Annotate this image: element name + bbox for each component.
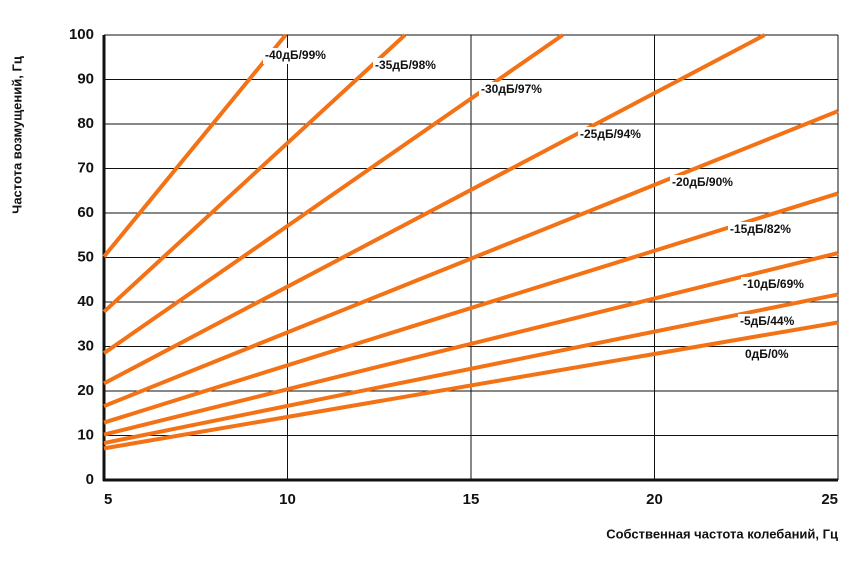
series-line: [103, 292, 839, 446]
y-tick-label: 60: [77, 204, 94, 221]
y-tick-label: 40: [77, 293, 94, 310]
label-bg: [743, 347, 791, 363]
series-label: -25дБ/94%: [580, 127, 641, 141]
series-label: -30дБ/97%: [481, 82, 542, 96]
x-tick-label: 15: [463, 491, 480, 508]
y-tick-label: 70: [77, 159, 94, 176]
label-bg: [263, 48, 329, 64]
series-line: [102, 33, 407, 314]
series-label: -10дБ/69%: [743, 277, 804, 291]
y-tick-label: 80: [77, 115, 94, 132]
label-bg: [479, 82, 545, 98]
label-bg: [373, 58, 439, 74]
y-axis-title: Частота возмущений, Гц: [9, 56, 24, 214]
series-label: -40дБ/99%: [265, 48, 326, 62]
series-label: 0дБ/0%: [745, 347, 789, 361]
series-label: -35дБ/98%: [375, 58, 436, 72]
y-tick-label: 10: [77, 426, 94, 443]
x-tick-label: 5: [104, 491, 112, 508]
series-line: [103, 33, 766, 386]
y-tick-label: 50: [77, 248, 94, 265]
series-label: -15дБ/82%: [730, 222, 791, 236]
series-line: [103, 320, 839, 451]
series-line: [103, 109, 839, 408]
series-label: -5дБ/44%: [740, 314, 795, 328]
label-bg: [578, 127, 644, 143]
series-line: [103, 251, 839, 437]
series-line: [103, 191, 839, 425]
x-axis-title: Собственная частота колебаний, Гц: [606, 526, 838, 541]
label-bg: [741, 277, 807, 293]
y-tick-label: 90: [77, 70, 94, 87]
x-tick-label: 10: [279, 491, 296, 508]
series-line: [102, 33, 288, 258]
y-tick-label: 100: [69, 26, 94, 43]
label-bg: [670, 175, 736, 191]
y-tick-label: 30: [77, 337, 94, 354]
x-tick-label: 20: [646, 491, 663, 508]
label-bg: [728, 222, 794, 238]
y-tick-label: 0: [86, 471, 94, 488]
series-label: -20дБ/90%: [672, 175, 733, 189]
y-tick-label: 20: [77, 382, 94, 399]
x-tick-label: 25: [821, 491, 838, 508]
label-bg: [738, 314, 797, 330]
